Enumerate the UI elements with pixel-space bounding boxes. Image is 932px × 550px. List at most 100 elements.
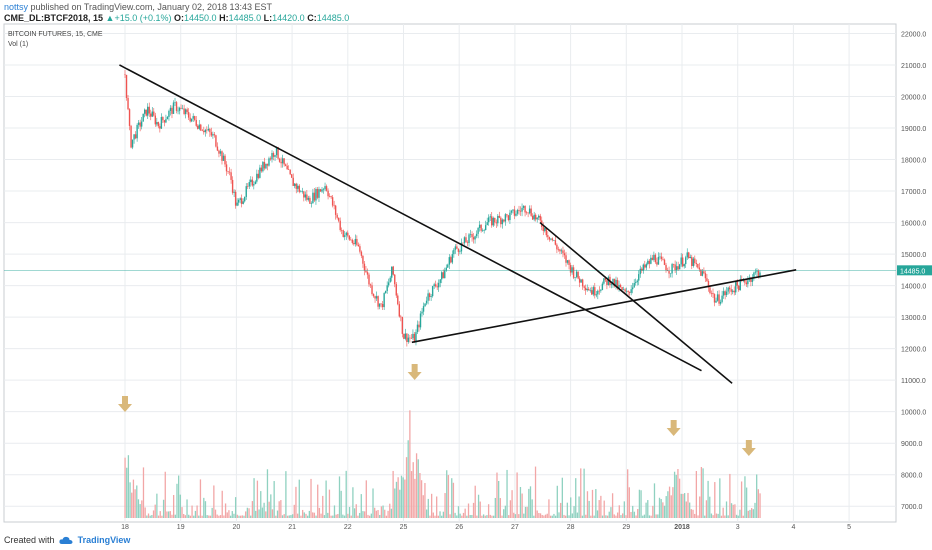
candle-body bbox=[686, 252, 688, 258]
candle-body bbox=[635, 282, 637, 283]
candle-body bbox=[739, 279, 741, 291]
volume-bar bbox=[519, 486, 522, 518]
candle-body bbox=[654, 254, 657, 263]
volume-bar bbox=[250, 515, 252, 518]
candle-body bbox=[486, 222, 488, 226]
volume-bar bbox=[695, 470, 698, 518]
volume-bar bbox=[546, 513, 548, 518]
y-tick-label: 15000.0 bbox=[901, 252, 926, 259]
candle-body bbox=[128, 109, 131, 126]
volume-bar bbox=[752, 509, 754, 518]
candle-body bbox=[600, 289, 602, 291]
candle-body bbox=[239, 198, 241, 200]
volume-bar bbox=[720, 515, 723, 518]
candle-body bbox=[538, 215, 540, 218]
legend-instrument: BITCOIN FUTURES, 15, CME bbox=[8, 31, 103, 38]
candle-body bbox=[581, 279, 584, 287]
volume-bar bbox=[420, 480, 423, 518]
candle-body bbox=[642, 264, 644, 271]
candle-body bbox=[542, 226, 544, 231]
candle-body bbox=[421, 311, 423, 314]
candle-body bbox=[553, 240, 555, 241]
candle-body bbox=[171, 107, 173, 114]
volume-bar bbox=[171, 514, 173, 518]
volume-bar bbox=[742, 515, 744, 518]
volume-bar bbox=[737, 515, 739, 518]
candle-body bbox=[713, 294, 716, 303]
candle-body bbox=[194, 116, 196, 121]
volume-bar bbox=[385, 515, 388, 518]
candle-body bbox=[350, 239, 352, 241]
volume-bar bbox=[704, 515, 706, 518]
x-tick-label: 26 bbox=[455, 524, 463, 531]
candle-body bbox=[247, 186, 249, 187]
volume-bar bbox=[446, 470, 448, 518]
candle-body bbox=[422, 306, 425, 312]
candle-body bbox=[598, 290, 601, 292]
candle-body bbox=[187, 112, 190, 118]
tradingview-cloud-icon bbox=[59, 537, 73, 545]
volume-bar bbox=[506, 469, 508, 518]
volume-bar bbox=[482, 514, 485, 518]
volume-bar bbox=[660, 499, 662, 518]
volume-bar bbox=[193, 515, 195, 518]
candle-body bbox=[616, 279, 619, 289]
candle-body bbox=[618, 284, 620, 289]
volume-bar bbox=[253, 478, 255, 518]
volume-bar bbox=[144, 507, 146, 518]
last-price-label: 14485.0 bbox=[900, 268, 925, 275]
volume-bar bbox=[412, 462, 414, 518]
candle-body bbox=[294, 183, 296, 186]
published-text: published on TradingView.com, January 02… bbox=[28, 2, 273, 12]
tradingview-brand[interactable]: TradingView bbox=[77, 535, 131, 545]
candle-body bbox=[484, 225, 487, 231]
volume-bar bbox=[670, 495, 672, 518]
y-tick-label: 22000.0 bbox=[901, 31, 926, 38]
candle-body bbox=[722, 291, 725, 296]
volume-bar bbox=[650, 515, 652, 518]
author-link[interactable]: nottsy bbox=[4, 2, 29, 12]
volume-bar bbox=[528, 488, 530, 518]
candle-body bbox=[324, 186, 326, 190]
volume-bar bbox=[494, 497, 496, 518]
volume-bar bbox=[606, 515, 609, 518]
candle-body bbox=[231, 179, 234, 193]
volume-bar bbox=[305, 513, 307, 518]
volume-bar bbox=[384, 509, 386, 518]
volume-bar bbox=[642, 515, 644, 518]
candle-body bbox=[625, 290, 628, 292]
candle-body bbox=[251, 179, 253, 186]
candle-body bbox=[513, 209, 516, 216]
volume-bar bbox=[536, 510, 538, 518]
candle-body bbox=[134, 134, 137, 139]
candle-body bbox=[460, 242, 463, 252]
volume-bar bbox=[224, 503, 227, 518]
plot-frame bbox=[3, 23, 897, 523]
trendline bbox=[119, 64, 702, 372]
candle-body bbox=[638, 274, 640, 281]
volume-bar bbox=[265, 511, 267, 518]
volume-bar bbox=[129, 482, 131, 518]
volume-bar bbox=[234, 497, 237, 518]
volume-bar bbox=[338, 476, 341, 518]
candle-body bbox=[215, 135, 217, 147]
volume-bar bbox=[568, 515, 570, 518]
candle-body bbox=[287, 169, 290, 170]
candle-body bbox=[745, 282, 748, 285]
volume-bar bbox=[595, 489, 597, 518]
volume-bar bbox=[178, 475, 180, 518]
candle-body bbox=[244, 196, 246, 202]
candle-body bbox=[628, 291, 631, 293]
volume-bar bbox=[452, 482, 455, 518]
volume-bar bbox=[429, 515, 431, 518]
candle-body bbox=[304, 194, 307, 198]
candle-body bbox=[615, 279, 617, 287]
candle-body bbox=[331, 197, 334, 206]
volume-bar bbox=[740, 481, 743, 518]
volume-bar bbox=[417, 459, 419, 518]
volume-bar bbox=[347, 513, 349, 518]
candle-body bbox=[427, 293, 429, 301]
candle-body bbox=[306, 194, 308, 200]
volume-bar bbox=[243, 515, 245, 518]
